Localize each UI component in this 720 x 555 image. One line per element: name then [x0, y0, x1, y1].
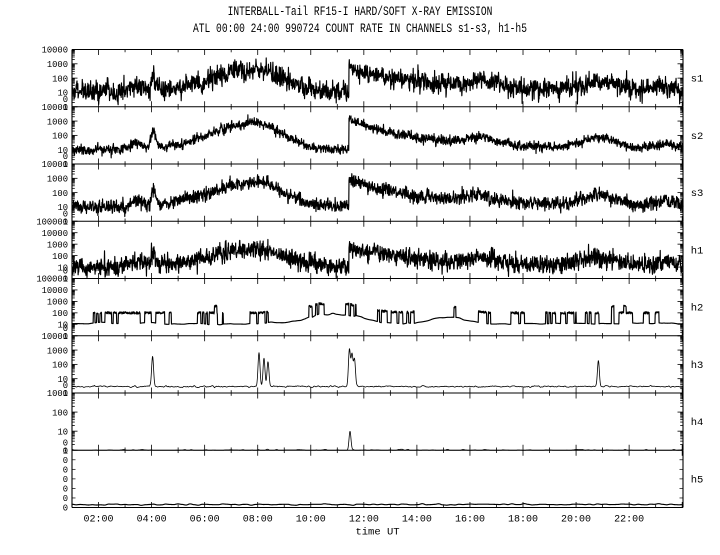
- svg-text:10000: 10000: [42, 103, 68, 113]
- svg-text:1000: 1000: [47, 389, 68, 399]
- svg-text:s3: s3: [691, 188, 704, 200]
- svg-text:14:00: 14:00: [402, 515, 432, 526]
- svg-text:20:00: 20:00: [561, 515, 591, 526]
- svg-text:100: 100: [52, 361, 68, 371]
- svg-text:1000: 1000: [47, 175, 68, 185]
- svg-text:0: 0: [63, 475, 68, 485]
- svg-text:s2: s2: [691, 131, 704, 143]
- svg-text:22:00: 22:00: [614, 515, 644, 526]
- svg-text:10000: 10000: [42, 286, 68, 296]
- svg-text:100: 100: [52, 408, 68, 418]
- svg-text:h1: h1: [691, 245, 704, 257]
- svg-text:18:00: 18:00: [508, 515, 538, 526]
- svg-text:10:00: 10:00: [296, 515, 326, 526]
- svg-text:s1: s1: [691, 74, 704, 86]
- svg-text:08:00: 08:00: [243, 515, 273, 526]
- svg-text:12:00: 12:00: [349, 515, 379, 526]
- svg-text:100000: 100000: [36, 275, 68, 285]
- svg-text:100: 100: [52, 309, 68, 319]
- svg-text:h3: h3: [691, 360, 704, 372]
- svg-text:16:00: 16:00: [455, 515, 485, 526]
- svg-text:1000: 1000: [47, 346, 68, 356]
- svg-text:100000: 100000: [36, 217, 68, 227]
- svg-text:0: 0: [63, 465, 68, 475]
- svg-text:06:00: 06:00: [190, 515, 220, 526]
- svg-text:100: 100: [52, 74, 68, 84]
- svg-text:time UT: time UT: [355, 527, 399, 539]
- svg-text:10000: 10000: [42, 229, 68, 239]
- svg-text:100: 100: [52, 132, 68, 142]
- svg-text:h2: h2: [691, 303, 704, 315]
- svg-text:10000: 10000: [42, 46, 68, 56]
- svg-text:10: 10: [57, 427, 68, 437]
- svg-text:1000: 1000: [47, 240, 68, 250]
- svg-text:0: 0: [63, 446, 68, 456]
- svg-text:0: 0: [63, 484, 68, 494]
- svg-text:h5: h5: [691, 474, 704, 486]
- svg-text:100: 100: [52, 252, 68, 262]
- svg-text:0: 0: [63, 504, 68, 514]
- svg-text:10000: 10000: [42, 332, 68, 342]
- svg-text:04:00: 04:00: [137, 515, 167, 526]
- svg-text:10000: 10000: [42, 160, 68, 170]
- svg-text:h4: h4: [691, 417, 704, 429]
- svg-text:0: 0: [63, 494, 68, 504]
- svg-text:0: 0: [63, 456, 68, 466]
- svg-text:02:00: 02:00: [84, 515, 114, 526]
- svg-text:1000: 1000: [47, 117, 68, 127]
- svg-text:100: 100: [52, 189, 68, 199]
- svg-text:1000: 1000: [47, 298, 68, 308]
- svg-text:1000: 1000: [47, 60, 68, 70]
